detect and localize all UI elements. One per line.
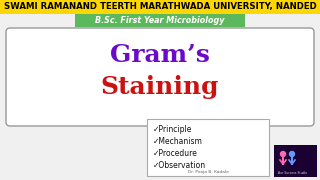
Text: ✓Observation: ✓Observation bbox=[153, 161, 206, 170]
FancyBboxPatch shape bbox=[6, 28, 314, 126]
Text: SWAMI RAMANAND TEERTH MARATHWADA UNIVERSITY, NANDED: SWAMI RAMANAND TEERTH MARATHWADA UNIVERS… bbox=[4, 3, 316, 12]
Circle shape bbox=[281, 152, 285, 156]
FancyBboxPatch shape bbox=[147, 119, 269, 176]
Text: Dr. Pooja B. Kadale: Dr. Pooja B. Kadale bbox=[188, 170, 228, 174]
Text: ✓Procedure: ✓Procedure bbox=[153, 150, 198, 159]
Bar bbox=[0, 0, 320, 14]
Bar bbox=[274, 145, 317, 177]
Text: ✓Mechanism: ✓Mechanism bbox=[153, 138, 203, 147]
Text: Your Success Studio: Your Success Studio bbox=[277, 171, 307, 175]
Text: Staining: Staining bbox=[101, 75, 219, 99]
Text: ✓Principle: ✓Principle bbox=[153, 125, 192, 134]
Circle shape bbox=[290, 152, 294, 156]
Text: B.Sc. First Year Microbiology: B.Sc. First Year Microbiology bbox=[95, 16, 225, 25]
Bar bbox=[75, 14, 245, 27]
Text: Gram’s: Gram’s bbox=[110, 43, 210, 67]
